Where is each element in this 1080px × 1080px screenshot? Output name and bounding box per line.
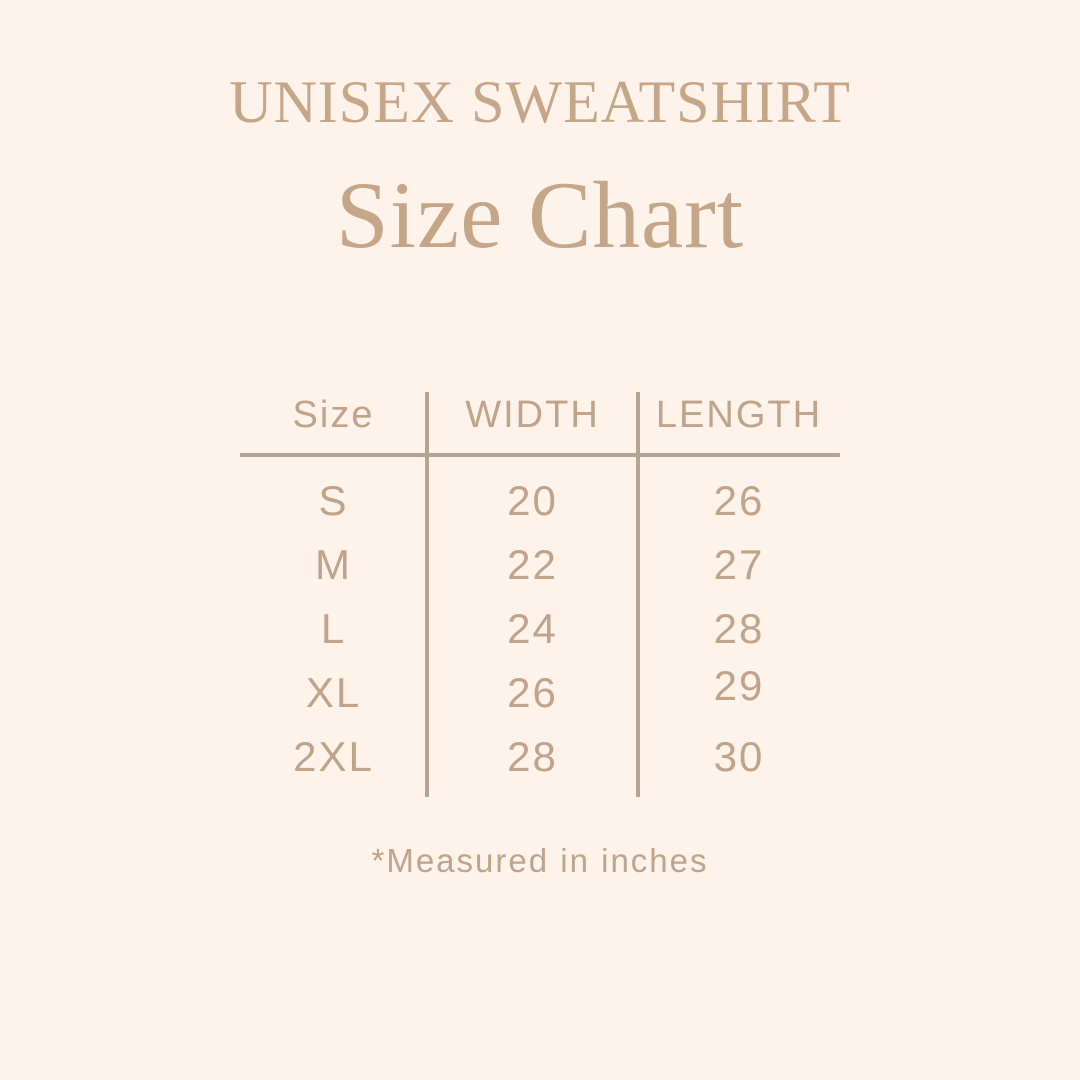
size-cell: S	[318, 477, 349, 524]
size-cell: L	[320, 605, 347, 652]
size-cell: M	[315, 541, 352, 588]
size-table: Size WIDTH LENGTH S 20 26 M 22 27 L 24 2…	[240, 378, 840, 797]
column-header-width: WIDTH	[465, 394, 600, 436]
width-cell: 24	[507, 605, 558, 652]
length-cell: 29	[713, 662, 765, 709]
column-divider-1	[425, 392, 429, 797]
length-cell: 27	[713, 541, 765, 588]
table-header-row: Size WIDTH LENGTH	[240, 378, 840, 453]
header-divider	[240, 453, 840, 457]
page-title: Size Chart	[335, 162, 745, 268]
length-cell: 30	[713, 733, 765, 780]
width-cell: 26	[507, 669, 558, 716]
table-row-2xl: 2XL 28 30	[240, 725, 840, 789]
width-cell: 22	[507, 541, 558, 588]
size-cell: XL	[305, 669, 362, 716]
size-cell: 2XL	[293, 733, 374, 780]
column-header-length: LENGTH	[655, 394, 823, 436]
length-cell: 26	[713, 477, 765, 524]
measurement-footnote: *Measured in inches	[371, 842, 709, 879]
eyebrow-title: UNISEX SWEATSHIRT	[229, 69, 851, 135]
table-row-l: L 24 28	[240, 597, 840, 661]
length-cell: 28	[713, 605, 765, 652]
table-row-m: M 22 27	[240, 533, 840, 597]
column-header-size: Size	[292, 394, 375, 436]
column-divider-2	[636, 392, 640, 797]
table-row-xl: XL 26 29	[240, 661, 840, 725]
table-body: S 20 26 M 22 27 L 24 28 XL 26 29 2XL 28	[240, 457, 840, 789]
table-row-s: S 20 26	[240, 469, 840, 533]
width-cell: 20	[507, 477, 558, 524]
width-cell: 28	[507, 733, 558, 780]
